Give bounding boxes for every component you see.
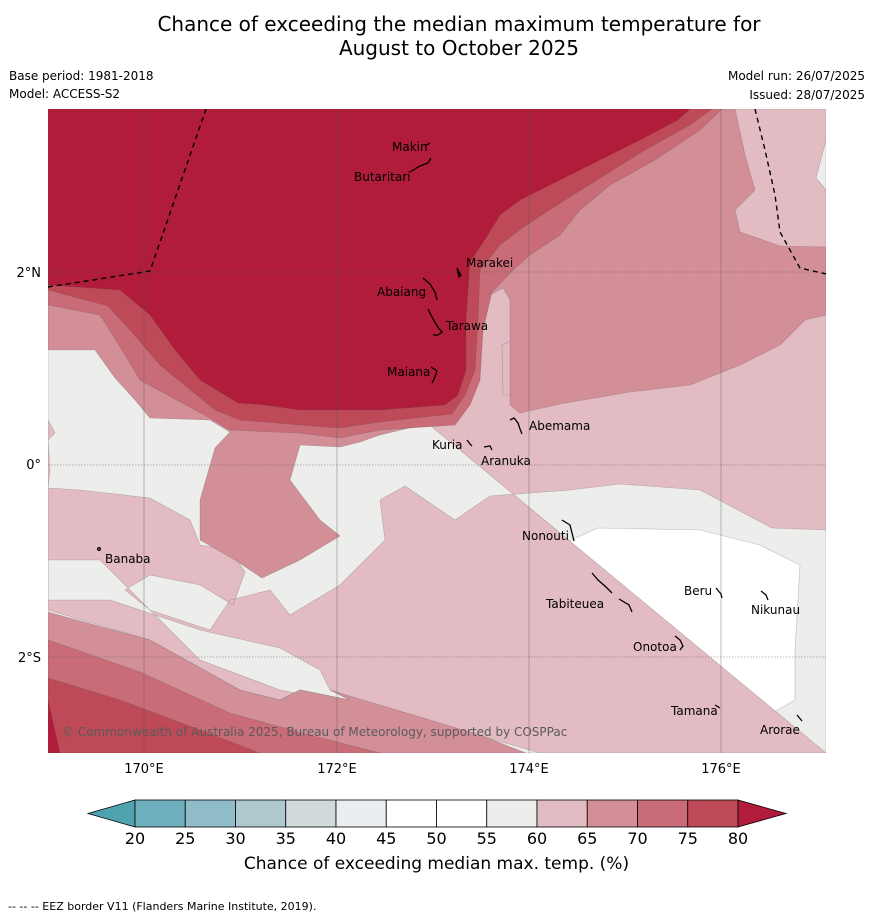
colorbar-tick-label: 70 [627, 829, 647, 848]
label-beru: Beru [684, 584, 712, 598]
colorbar-segment [385, 799, 437, 828]
island-nikunau [760, 590, 769, 601]
island-beru [715, 587, 723, 599]
island-onotoa [674, 635, 684, 651]
island-aranuka [483, 445, 493, 451]
model-run: Model run: 26/07/2025 [727, 69, 865, 83]
label-onotoa: Onotoa [633, 640, 677, 654]
island-tabiteuea [591, 572, 633, 613]
colorbar-tick-label: 20 [125, 829, 145, 848]
lat-label-0: 0° [26, 458, 41, 473]
label-tamana: Tamana [670, 704, 718, 718]
map-title: Chance of exceeding the median maximum t… [0, 12, 873, 60]
label-arorae: Arorae [760, 723, 800, 737]
label-marakei: Marakei [466, 256, 513, 270]
colorbar-segment [536, 799, 588, 828]
lon-label-170e: 170°E [124, 762, 164, 777]
colorbar-segment [285, 799, 337, 828]
map-area: Makin Butaritari Marakei Abaiang Tarawa … [48, 109, 826, 753]
colorbar-tick-label: 60 [527, 829, 547, 848]
label-abemama: Abemama [529, 419, 590, 433]
colorbar-extend-high [737, 799, 788, 828]
colorbar: 20 25 30 35 40 45 50 55 60 65 70 75 80 [86, 799, 788, 848]
eez-border-east [754, 109, 826, 275]
island-nonouti [561, 519, 575, 542]
label-aranuka: Aranuka [481, 454, 531, 468]
island-outlines [97, 142, 803, 722]
colorbar-tick-label: 45 [376, 829, 396, 848]
lat-label-2s: 2°S [18, 651, 41, 666]
eez-border-west [48, 109, 207, 288]
island-banaba [97, 547, 101, 551]
base-period: Base period: 1981-2018 [9, 69, 154, 83]
colorbar-segment [637, 799, 689, 828]
island-tarawa [427, 308, 443, 336]
island-maiana [430, 366, 438, 384]
label-banaba: Banaba [105, 552, 151, 566]
island-makin-butaritari [409, 142, 432, 173]
colorbar-tick-label: 35 [276, 829, 296, 848]
label-tarawa: Tarawa [445, 319, 488, 333]
colorbar-tick-label: 55 [477, 829, 497, 848]
label-kuria: Kuria [432, 438, 463, 452]
lon-label-174e: 174°E [509, 762, 549, 777]
eez-footnote: -- -- -- EEZ border V11 (Flanders Marine… [8, 900, 317, 913]
colorbar-tick-label: 80 [728, 829, 748, 848]
island-tamana [714, 704, 721, 709]
colorbar-extend-low [86, 799, 136, 828]
label-maiana: Maiana [387, 365, 430, 379]
island-abaiang [422, 277, 438, 301]
lat-label-2n: 2°N [17, 266, 42, 281]
title-line-2: August to October 2025 [338, 36, 580, 60]
colorbar-tick-label: 30 [225, 829, 245, 848]
colorbar-tick-label: 65 [577, 829, 597, 848]
island-arorae [796, 714, 803, 722]
colorbar-segment [235, 799, 287, 828]
label-abaiang: Abaiang [377, 285, 426, 299]
model-name: Model: ACCESS-S2 [9, 87, 121, 101]
eez-border [48, 109, 826, 288]
island-abemama [509, 417, 523, 435]
colorbar-tick-label: 40 [326, 829, 346, 848]
colorbar-segment [687, 799, 739, 828]
issued-date: Issued: 28/07/2025 [749, 88, 865, 102]
island-kuria [466, 439, 473, 447]
island-marakei [456, 267, 462, 279]
colorbar-tick-label: 25 [175, 829, 195, 848]
colorbar-segment [335, 799, 387, 828]
lon-label-172e: 172°E [317, 762, 357, 777]
lon-label-176e: 176°E [701, 762, 741, 777]
title-line-1: Chance of exceeding the median maximum t… [157, 12, 761, 36]
label-nikunau: Nikunau [751, 603, 800, 617]
graticule [48, 109, 826, 753]
label-nonouti: Nonouti [522, 529, 569, 543]
copyright-notice: © Commonwealth of Australia 2025, Bureau… [62, 725, 567, 739]
colorbar-segment [436, 799, 488, 828]
colorbar-tick-label: 50 [426, 829, 446, 848]
colorbar-tick-label: 75 [678, 829, 698, 848]
colorbar-segment [586, 799, 638, 828]
colorbar-segment [184, 799, 236, 828]
colorbar-segment [486, 799, 538, 828]
colorbar-segment [134, 799, 186, 828]
label-butaritari: Butaritari [354, 170, 411, 184]
label-tabiteuea: Tabiteuea [545, 597, 604, 611]
label-makin: Makin [392, 140, 428, 154]
colorbar-title: Chance of exceeding median max. temp. (%… [243, 854, 630, 874]
probability-above-80-region [48, 109, 691, 753]
